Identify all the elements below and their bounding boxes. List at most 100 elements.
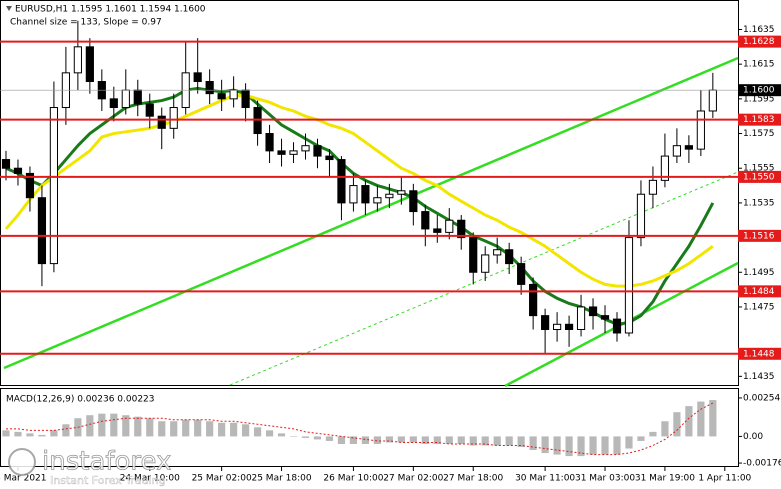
level-label: 1.1628 [743,37,775,47]
macd-bar [625,436,633,449]
y-tick-label: 1.1435 [743,372,775,382]
macd-bar [709,400,717,437]
y-tick-label: 1.1535 [743,198,775,208]
level-label-bg [738,113,781,126]
macd-bar [517,436,525,448]
macd-bar [26,433,34,437]
macd-bar [673,412,681,437]
macd-bar [577,436,585,457]
candle-body [505,249,514,265]
price-panel [0,0,739,386]
candle-body [529,283,538,317]
candle-body [493,249,502,256]
x-tick-label: 27 Mar 18:00 [443,474,503,484]
macd-bar [313,436,322,440]
candle-body [660,155,670,181]
level-label: 1.1516 [743,231,775,241]
candle-body [49,107,59,265]
macd-bar [182,419,190,437]
level-label: 1.1583 [743,115,775,125]
macd-bar [253,427,262,437]
candle-body [73,46,82,74]
candle-body [517,263,526,285]
candle-body [421,211,430,230]
candle-body [708,89,717,112]
macd-bar [565,436,573,457]
level-label-bg [738,35,781,48]
candle-body [193,72,202,83]
candle-body [337,159,346,204]
candle-body [564,323,574,331]
macd-bar [134,416,142,437]
watermark-logo [8,448,36,476]
macd-bar [541,436,549,454]
x-tick-label: 27 Mar 02:00 [383,474,443,484]
candle-body [205,81,214,95]
macd-bar [493,436,501,446]
candle-body [373,197,382,204]
macd-bar [230,422,238,437]
macd-bar [289,436,298,437]
y-tick-label: 1.1615 [743,60,775,70]
watermark: instaforex Instant Forex Trading [8,446,172,487]
watermark-tagline: Instant Forex Trading [50,474,166,487]
level-label: 1.1448 [743,349,775,359]
macd-bar [2,430,10,437]
macd-bar [265,430,274,437]
moving-average [4,93,714,288]
candle-body [397,190,406,195]
y-tick-label: 1.1575 [743,129,775,139]
macd-y-tick-label: 0.00 [743,432,763,442]
macd-bar [325,436,334,441]
macd-bar [457,436,465,444]
macd-bar [529,436,537,451]
chart-subtitle: Channel size = 133, Slope = 0.97 [10,18,162,28]
candle-body [109,98,118,109]
candle-body [696,110,705,150]
macd-y-tick-label: 0.00254 [743,393,780,403]
current-price-bg [738,84,781,97]
macd-bar [50,430,58,437]
y-tick-label: 1.1495 [743,268,775,278]
macd-y-tick-label: -0.00176 [743,459,781,469]
x-tick-label: 26 Mar 10:00 [323,474,383,484]
macd-bar [38,434,46,437]
candle-body [145,103,154,117]
macd-bar [86,415,94,437]
candle-body [445,219,454,233]
candle-body [277,150,286,155]
level-label-bg [738,229,781,242]
candle-body [433,228,442,233]
y-tick-label: 1.1555 [743,164,775,174]
x-tick-label: 30 Mar 11:00 [515,474,575,484]
candle-body [265,133,274,152]
candle-body [648,179,658,195]
candle-body [241,89,250,109]
candle-body [37,197,47,265]
macd-bar [385,436,393,443]
level-label: 1.1550 [743,172,775,182]
candle-body [229,89,238,100]
macd-bar [613,436,621,455]
macd-bar [361,436,369,444]
candle-body [481,254,490,273]
candle-body [588,306,598,317]
candle-body [133,89,142,105]
y-tick-label: 1.1475 [743,302,775,312]
macd-bar [146,418,154,437]
macd-bar [218,422,226,437]
x-tick-label: 1 Apr 11:00 [698,474,751,484]
x-tick-label: 25 Mar 02:00 [192,474,252,484]
candle-body [385,193,394,199]
macd-bar [373,436,381,444]
candle-body [313,145,322,157]
candle-body [121,89,130,109]
candle-body [541,315,550,331]
macd-bar [637,436,645,441]
macd-bar [98,413,106,437]
candle-body [612,318,622,334]
candle-body [325,155,334,161]
macd-bar [301,436,310,438]
